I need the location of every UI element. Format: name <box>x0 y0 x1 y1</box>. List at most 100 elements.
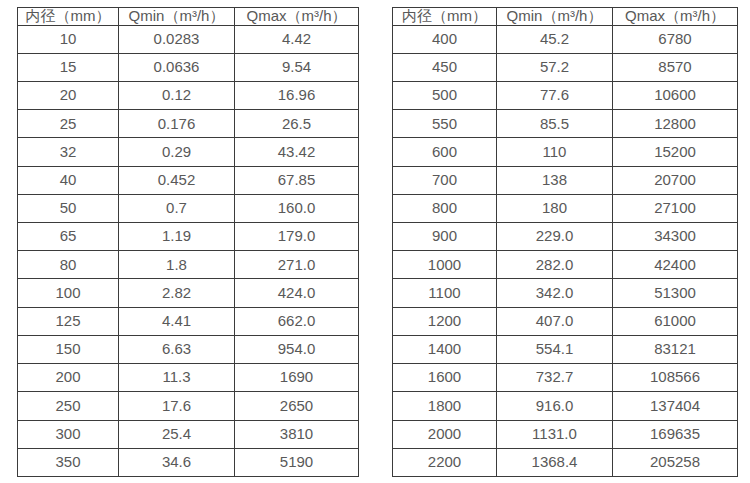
table-row: 1800916.0137404 <box>393 392 738 420</box>
table-row: 35034.65190 <box>18 448 359 476</box>
table-cell: 1800 <box>393 392 497 420</box>
table-cell: 80 <box>18 251 119 279</box>
table-cell: 8570 <box>613 53 738 81</box>
table-cell: 2000 <box>393 420 497 448</box>
table-cell: 160.0 <box>235 194 359 222</box>
table-row: 55085.512800 <box>393 110 738 138</box>
table-row: 50077.610600 <box>393 81 738 109</box>
table-cell: 1368.4 <box>497 448 613 476</box>
table-cell: 916.0 <box>497 392 613 420</box>
table-cell: 10 <box>18 25 119 53</box>
table-cell: 2.82 <box>119 279 235 307</box>
table-cell: 407.0 <box>497 307 613 335</box>
table-cell: 15200 <box>613 138 738 166</box>
header-row: 内径（mm）Qmin（m³/h）Qmax（m³/h） <box>393 8 738 26</box>
table-cell: 85.5 <box>497 110 613 138</box>
table-row: 320.2943.42 <box>18 138 359 166</box>
table-cell: 500 <box>393 81 497 109</box>
table-cell: 350 <box>18 448 119 476</box>
table-cell: 1000 <box>393 251 497 279</box>
table-row: 80018027100 <box>393 194 738 222</box>
table-cell: 205258 <box>613 448 738 476</box>
table-cell: 77.6 <box>497 81 613 109</box>
table-cell: 57.2 <box>497 53 613 81</box>
table-cell: 25 <box>18 110 119 138</box>
table-cell: 0.452 <box>119 166 235 194</box>
table-cell: 0.12 <box>119 81 235 109</box>
table-cell: 10600 <box>613 81 738 109</box>
table-cell: 179.0 <box>235 223 359 251</box>
table-row: 1002.82424.0 <box>18 279 359 307</box>
table-cell: 42400 <box>613 251 738 279</box>
table-cell: 954.0 <box>235 335 359 363</box>
column-header: 内径（mm） <box>393 8 497 26</box>
table-cell: 5190 <box>235 448 359 476</box>
column-header: Qmax（m³/h） <box>235 8 359 26</box>
table-cell: 1100 <box>393 279 497 307</box>
table-cell: 27100 <box>613 194 738 222</box>
table-cell: 6780 <box>613 25 738 53</box>
table-cell: 108566 <box>613 364 738 392</box>
table-cell: 25.4 <box>119 420 235 448</box>
table-row: 1100342.051300 <box>393 279 738 307</box>
table-cell: 34.6 <box>119 448 235 476</box>
table-cell: 83121 <box>613 335 738 363</box>
table-cell: 6.63 <box>119 335 235 363</box>
table-row: 200.1216.96 <box>18 81 359 109</box>
table-cell: 1600 <box>393 364 497 392</box>
table-cell: 137404 <box>613 392 738 420</box>
table-row: 900229.034300 <box>393 223 738 251</box>
table-row: 100.02834.42 <box>18 25 359 53</box>
table-row: 1000282.042400 <box>393 251 738 279</box>
table-row: 20011.31690 <box>18 364 359 392</box>
table-cell: 3810 <box>235 420 359 448</box>
table-cell: 12800 <box>613 110 738 138</box>
table-row: 250.17626.5 <box>18 110 359 138</box>
table-cell: 100 <box>18 279 119 307</box>
table-cell: 662.0 <box>235 307 359 335</box>
table-cell: 32 <box>18 138 119 166</box>
table-cell: 45.2 <box>497 25 613 53</box>
table-cell: 34300 <box>613 223 738 251</box>
table-cell: 15 <box>18 53 119 81</box>
table-cell: 2200 <box>393 448 497 476</box>
table-cell: 200 <box>18 364 119 392</box>
table-row: 1254.41662.0 <box>18 307 359 335</box>
column-header: 内径（mm） <box>18 8 119 26</box>
table-cell: 150 <box>18 335 119 363</box>
table-cell: 0.0636 <box>119 53 235 81</box>
table-row: 1400554.183121 <box>393 335 738 363</box>
table-row: 651.19179.0 <box>18 223 359 251</box>
table-cell: 250 <box>18 392 119 420</box>
table-row: 400.45267.85 <box>18 166 359 194</box>
table-cell: 400 <box>393 25 497 53</box>
table-cell: 65 <box>18 223 119 251</box>
table-cell: 43.42 <box>235 138 359 166</box>
table-cell: 26.5 <box>235 110 359 138</box>
header-row: 内径（mm）Qmin（m³/h）Qmax（m³/h） <box>18 8 359 26</box>
table-row: 801.8271.0 <box>18 251 359 279</box>
table-cell: 600 <box>393 138 497 166</box>
table-row: 1200407.061000 <box>393 307 738 335</box>
table-cell: 4.41 <box>119 307 235 335</box>
table-cell: 900 <box>393 223 497 251</box>
flow-spec-table-large-diameters: 内径（mm）Qmin（m³/h）Qmax（m³/h）40045.26780450… <box>392 7 738 477</box>
table-cell: 50 <box>18 194 119 222</box>
table-cell: 282.0 <box>497 251 613 279</box>
table-cell: 180 <box>497 194 613 222</box>
table-cell: 700 <box>393 166 497 194</box>
table-cell: 110 <box>497 138 613 166</box>
table-row: 1506.63954.0 <box>18 335 359 363</box>
table-cell: 0.7 <box>119 194 235 222</box>
table-cell: 800 <box>393 194 497 222</box>
table-row: 45057.28570 <box>393 53 738 81</box>
table-cell: 16.96 <box>235 81 359 109</box>
table-cell: 424.0 <box>235 279 359 307</box>
table-cell: 4.42 <box>235 25 359 53</box>
page: 内径（mm）Qmin（m³/h）Qmax（m³/h）100.02834.4215… <box>0 0 750 483</box>
table-row: 60011015200 <box>393 138 738 166</box>
flow-spec-table-small-diameters: 内径（mm）Qmin（m³/h）Qmax（m³/h）100.02834.4215… <box>17 7 359 477</box>
table-row: 150.06369.54 <box>18 53 359 81</box>
table-row: 30025.43810 <box>18 420 359 448</box>
table-cell: 20 <box>18 81 119 109</box>
